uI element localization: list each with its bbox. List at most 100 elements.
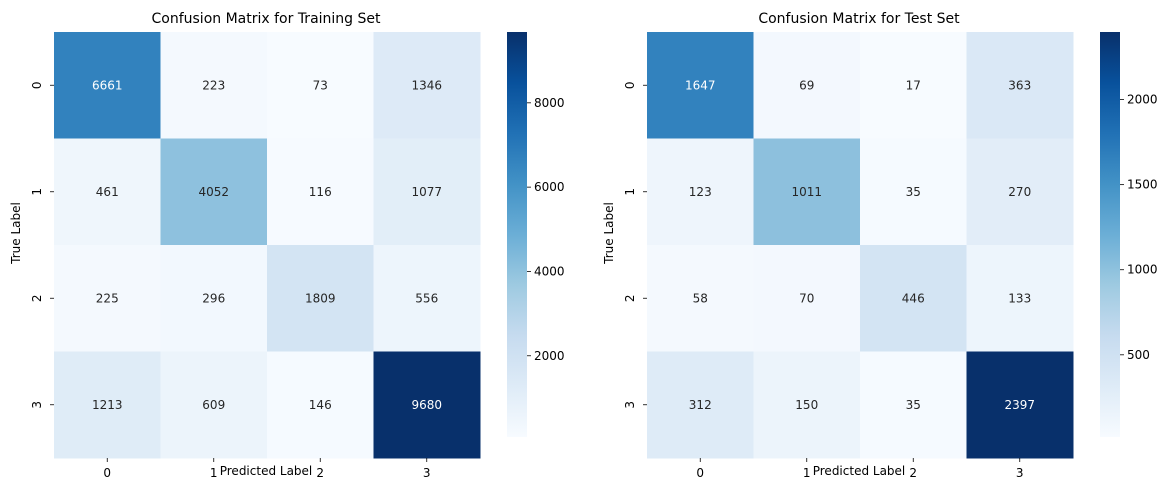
heatmap-cell: [373, 32, 481, 139]
test-matrix-chart: Confusion Matrix for Test Set 1647 69 17 36…: [602, 11, 1158, 480]
heatmap-cell: [966, 351, 1074, 459]
cell-value-label: 150: [795, 398, 818, 412]
colorbar: [1100, 32, 1120, 437]
y-axis-label: True Label: [9, 202, 23, 265]
y-tick-label: 1: [30, 188, 44, 196]
x-axis-label: Predicted Label: [813, 464, 906, 478]
heatmap-cell: [753, 245, 861, 352]
cell-value-label: 556: [415, 291, 438, 305]
colorbar-tick-label: 1500: [1127, 178, 1158, 192]
cell-value-label: 146: [309, 398, 332, 412]
cell-value-label: 35: [906, 398, 921, 412]
chart-title: Confusion Matrix for Test Set: [758, 11, 960, 27]
colorbar-tick-label: 2000: [534, 349, 565, 363]
colorbar-tick-label: 4000: [534, 264, 565, 278]
heatmap-cell: [267, 351, 374, 459]
cell-value-label: 223: [202, 78, 225, 92]
heatmap-cell: [753, 32, 861, 139]
heatmap-cell: [160, 138, 268, 246]
heatmap-cell: [267, 138, 374, 246]
heatmap-cell: [160, 245, 268, 352]
cell-value-label: 609: [202, 398, 225, 412]
cell-value-label: 133: [1008, 291, 1031, 305]
cell-value-label: 312: [689, 398, 712, 412]
cell-value-label: 1809: [305, 291, 336, 305]
cell-value-label: 123: [689, 185, 712, 199]
x-tick-label: 1: [210, 466, 218, 480]
cell-value-label: 4052: [198, 185, 229, 199]
heatmap-cell: [966, 32, 1074, 139]
colorbar-ticks: 2000 4000 6000 8000: [527, 96, 565, 363]
heatmap-cell: [54, 245, 161, 352]
cell-value-label: 1213: [92, 398, 123, 412]
colorbar-tick-label: 8000: [534, 96, 565, 110]
cell-value-label: 116: [309, 185, 332, 199]
cell-value-label: 225: [96, 291, 119, 305]
x-tick-labels: 0 1 2 3: [103, 458, 431, 480]
colorbar-tick-label: 2000: [1127, 93, 1158, 107]
cell-value-label: 73: [313, 78, 328, 92]
heatmap-cell: [966, 138, 1074, 246]
heatmap-cell: [753, 138, 861, 246]
cell-value-label: 446: [902, 291, 925, 305]
heatmap-cell: [267, 245, 374, 352]
heatmap-cell: [54, 138, 161, 246]
cell-value-label: 1647: [685, 78, 716, 92]
cell-value-label: 1011: [791, 185, 822, 199]
colorbar: [507, 32, 527, 437]
colorbar-ticks: 500 1000 1500 2000: [1120, 93, 1158, 362]
y-tick-label: 3: [623, 401, 637, 409]
cell-value-label: 9680: [411, 398, 442, 412]
heatmap-cell: [860, 32, 967, 139]
cell-value-label: 69: [799, 78, 814, 92]
y-tick-label: 2: [30, 294, 44, 302]
heatmap-cell: [860, 245, 967, 352]
cell-value-label: 1077: [411, 185, 442, 199]
cell-value-label: 461: [96, 185, 119, 199]
heatmap-cell: [267, 32, 374, 139]
heatmap-cell: [373, 245, 481, 352]
x-tick-label: 3: [1016, 466, 1024, 480]
heatmap-cell: [966, 245, 1074, 352]
x-tick-label: 2: [316, 466, 324, 480]
heatmap-cell: [160, 351, 268, 459]
chart-title: Confusion Matrix for Training Set: [152, 11, 382, 27]
heatmap-cell: [647, 32, 754, 139]
y-tick-label: 0: [30, 81, 44, 89]
training-matrix-chart: Confusion Matrix for Training Set 6661 22…: [9, 11, 565, 480]
heatmap-cell: [54, 351, 161, 459]
x-tick-labels: 0 1 2 3: [696, 458, 1024, 480]
x-tick-label: 0: [696, 466, 704, 480]
cell-value-label: 363: [1008, 78, 1031, 92]
heatmap-cell: [647, 351, 754, 459]
heatmap-cell: [373, 138, 481, 246]
x-tick-label: 0: [103, 466, 111, 480]
cell-value-label: 35: [906, 185, 921, 199]
cell-value-label: 6661: [92, 78, 123, 92]
heatmap-cell: [860, 138, 967, 246]
heatmap-cell: [860, 351, 967, 459]
x-tick-label: 2: [909, 466, 917, 480]
cell-value-label: 270: [1008, 185, 1031, 199]
cell-value-label: 17: [906, 78, 921, 92]
heatmap-cell: [54, 32, 161, 139]
heatmap-cells: 6661 223 73 1346 461 4052 116 1077 225 296 1809 556…: [54, 32, 481, 459]
y-tick-label: 2: [623, 294, 637, 302]
y-tick-label: 3: [30, 401, 44, 409]
heatmap-cells: 1647 69 17 363 123 1011 35 270 58 70 446 133 312 150 3…: [647, 32, 1074, 459]
heatmap-cell: [753, 351, 861, 459]
colorbar-tick-label: 1000: [1127, 263, 1158, 277]
x-tick-label: 3: [423, 466, 431, 480]
x-tick-label: 1: [803, 466, 811, 480]
cell-value-label: 296: [202, 291, 225, 305]
cell-value-label: 70: [799, 291, 814, 305]
heatmap-cell: [647, 245, 754, 352]
y-tick-labels: 0 1 2 3: [623, 81, 647, 409]
cell-value-label: 58: [693, 291, 708, 305]
x-axis-label: Predicted Label: [220, 464, 313, 478]
colorbar-tick-label: 500: [1127, 348, 1150, 362]
heatmap-cell: [647, 138, 754, 246]
y-tick-label: 1: [623, 188, 637, 196]
heatmap-cell: [160, 32, 268, 139]
y-tick-label: 0: [623, 81, 637, 89]
